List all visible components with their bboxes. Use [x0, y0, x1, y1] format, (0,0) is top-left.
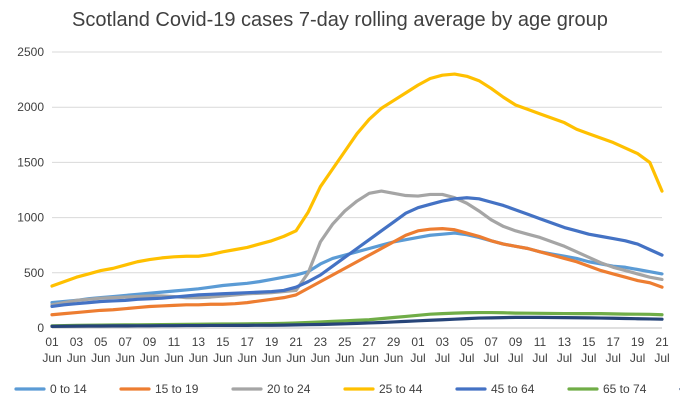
legend-label: 45 to 64 — [491, 382, 535, 396]
series-line-25-to-44 — [50, 72, 664, 288]
x-tick-label-day: 19 — [265, 335, 279, 349]
x-tick-label-month: Jun — [67, 351, 86, 365]
x-tick-label-day: 15 — [216, 335, 230, 349]
x-tick-label-month: Jul — [557, 351, 572, 365]
x-tick-label-month: Jun — [286, 351, 305, 365]
x-tick-label-day: 07 — [119, 335, 133, 349]
x-tick-label-month: Jun — [360, 351, 379, 365]
x-tick-label-day: 11 — [534, 335, 547, 349]
x-tick-label-day: 21 — [655, 335, 669, 349]
x-tick-label-month: Jun — [311, 351, 330, 365]
x-tick-label-day: 09 — [509, 335, 523, 349]
x-tick-label-day: 09 — [143, 335, 157, 349]
y-tick-label: 2000 — [17, 100, 44, 114]
series-line-45-to-64 — [50, 196, 664, 309]
x-tick-label-day: 13 — [558, 335, 572, 349]
y-tick-label: 1500 — [17, 155, 44, 169]
x-tick-label-month: Jun — [262, 351, 281, 365]
x-tick-label-month: Jun — [189, 351, 208, 365]
x-tick-label-day: 01 — [411, 335, 425, 349]
x-tick-label-month: Jul — [606, 351, 621, 365]
x-tick-label-day: 05 — [460, 335, 474, 349]
x-tick-label-month: Jul — [435, 351, 450, 365]
legend-item: 20 to 24 — [231, 382, 311, 396]
x-tick-label-day: 05 — [94, 335, 108, 349]
x-tick-label-day: 25 — [338, 335, 352, 349]
legend-item: 15 to 19 — [119, 382, 199, 396]
x-tick-label-day: 03 — [436, 335, 450, 349]
series-line-75-plus — [50, 315, 664, 328]
series-line-15-to-19 — [50, 227, 664, 317]
y-tick-label: 0 — [37, 321, 44, 335]
x-tick-label-month: Jun — [91, 351, 110, 365]
x-tick-label-month: Jul — [484, 351, 499, 365]
legend-label: 25 to 44 — [379, 382, 423, 396]
y-tick-label: 1000 — [17, 211, 44, 225]
x-tick-label-month: Jun — [213, 351, 232, 365]
x-tick-label-day: 17 — [607, 335, 621, 349]
legend-label: 20 to 24 — [267, 382, 311, 396]
grid-lines — [52, 51, 662, 274]
x-tick-label-day: 21 — [289, 335, 303, 349]
legend-item: 25 to 44 — [343, 382, 423, 396]
x-tick-label-day: 15 — [582, 335, 596, 349]
x-tick-label-month: Jul — [630, 351, 645, 365]
legend-item: 45 to 64 — [455, 382, 535, 396]
legend-label: 65 to 74 — [603, 382, 647, 396]
series-lines — [50, 72, 664, 328]
x-tick-label-month: Jun — [116, 351, 135, 365]
axes: 0 500 1000 1500 2000 2500 01 Jun 03 Jun 05 Jun 07 Jun… — [17, 45, 669, 365]
x-tick-label-day: 17 — [241, 335, 255, 349]
x-tick-label-month: Jul — [532, 351, 547, 365]
series-line-0-to-14 — [50, 231, 664, 305]
x-tick-label-month: Jul — [508, 351, 523, 365]
x-tick-label-month: Jul — [581, 351, 596, 365]
x-tick-label-day: 13 — [192, 335, 206, 349]
x-tick-label-day: 27 — [363, 335, 377, 349]
legend-item: 0 to 14 — [14, 382, 87, 396]
legend-label: 0 to 14 — [50, 382, 87, 396]
x-tick-label-month: Jul — [459, 351, 474, 365]
x-tick-label-month: Jun — [164, 351, 183, 365]
x-tick-label-month: Jul — [654, 351, 669, 365]
series-line-20-to-24 — [50, 189, 664, 307]
x-tick-label-month: Jun — [335, 351, 354, 365]
legend-item: 65 to 74 — [567, 382, 647, 396]
x-tick-label-month: Jun — [384, 351, 403, 365]
x-tick-label-day: 23 — [314, 335, 328, 349]
chart-title: Scotland Covid-19 cases 7-day rolling av… — [72, 9, 608, 31]
legend: 0 to 14 15 to 19 20 to 24 25 to 44 45 to 64 6… — [14, 382, 680, 396]
x-tick-label-day: 11 — [168, 335, 181, 349]
x-tick-label-day: 03 — [70, 335, 84, 349]
y-tick-label: 500 — [24, 266, 44, 280]
x-tick-label-month: Jun — [42, 351, 61, 365]
x-tick-label-day: 19 — [631, 335, 645, 349]
x-tick-label-month: Jun — [238, 351, 257, 365]
y-tick-label: 2500 — [17, 45, 44, 59]
x-tick-label-month: Jun — [140, 351, 159, 365]
legend-label: 15 to 19 — [155, 382, 199, 396]
x-tick-label-day: 07 — [485, 335, 499, 349]
x-tick-label-month: Jul — [410, 351, 425, 365]
x-tick-label-day: 29 — [387, 335, 401, 349]
x-tick-label-day: 01 — [45, 335, 59, 349]
